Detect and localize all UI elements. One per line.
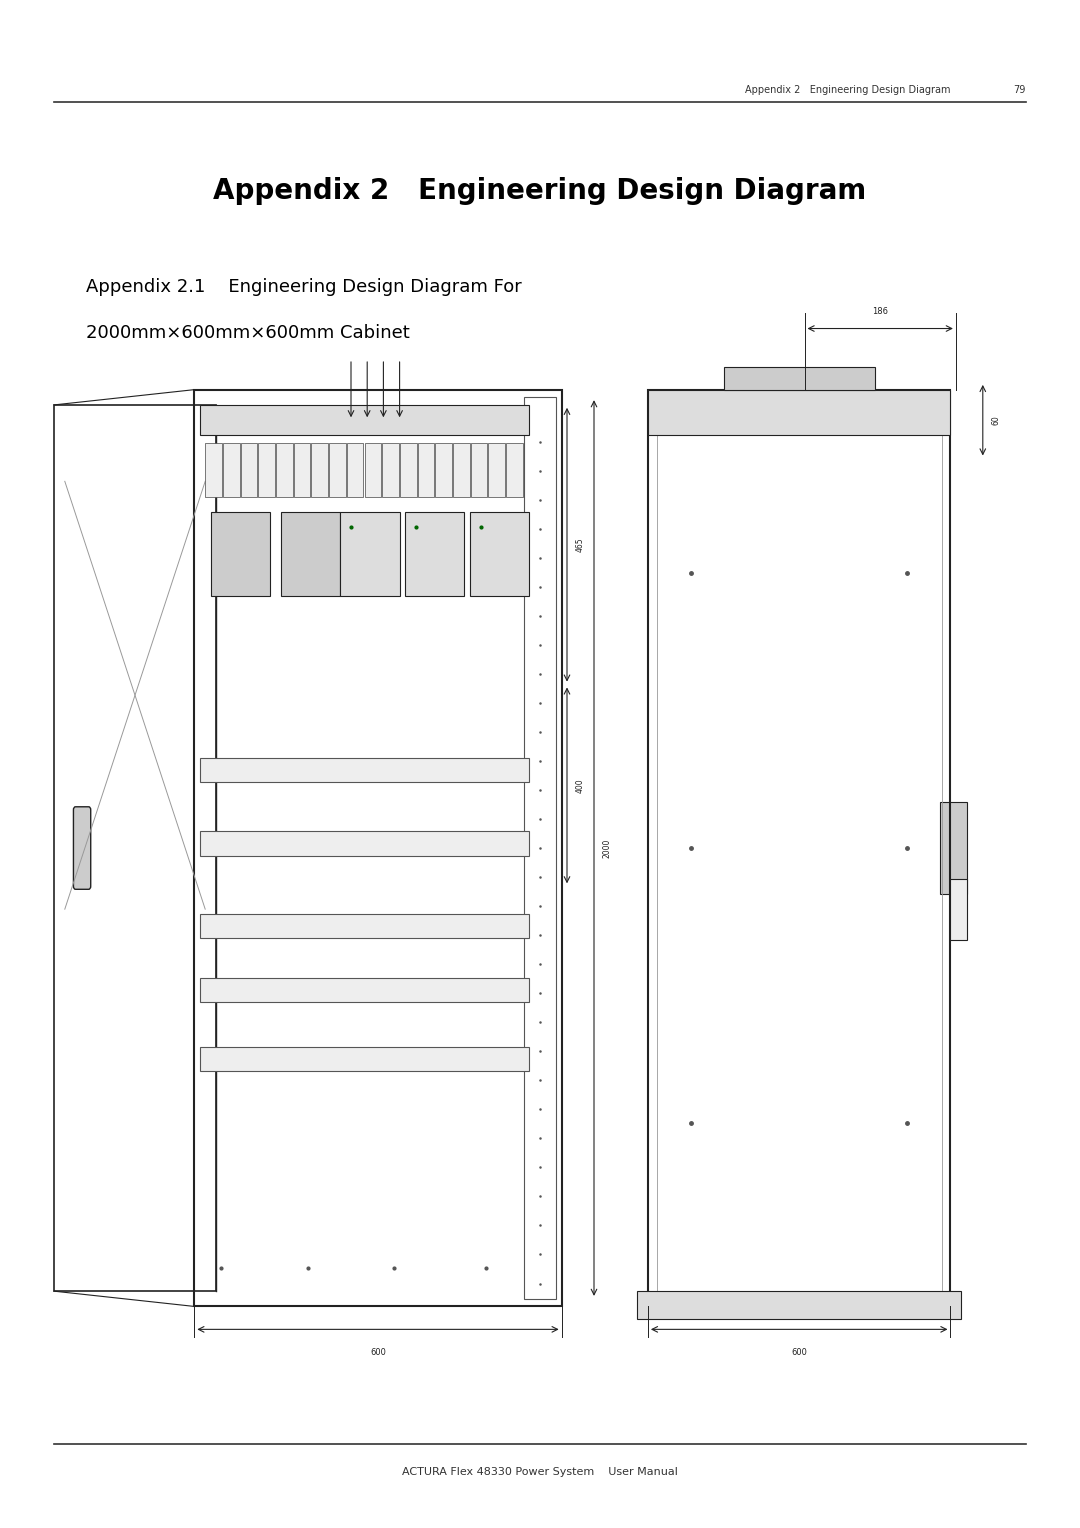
Bar (657, 402, 942, 1294)
Text: 60: 60 (991, 416, 1000, 425)
Circle shape (303, 544, 318, 564)
Bar (340, 512, 400, 596)
Bar (222, 443, 240, 497)
Bar (329, 443, 346, 497)
Text: 400: 400 (576, 778, 584, 793)
Bar (488, 443, 505, 497)
Bar (648, 390, 950, 1306)
FancyBboxPatch shape (73, 807, 91, 889)
Bar (281, 512, 340, 596)
Bar (648, 390, 950, 435)
Bar (294, 443, 310, 497)
Bar (194, 390, 562, 1306)
Text: 186: 186 (873, 307, 888, 316)
Text: ACTURA Flex 48330 Power System    User Manual: ACTURA Flex 48330 Power System User Manu… (402, 1467, 678, 1478)
Bar (418, 443, 434, 497)
Text: 2000: 2000 (603, 839, 611, 857)
Text: Appendix 2.1    Engineering Design Diagram For: Appendix 2.1 Engineering Design Diagram … (86, 278, 522, 296)
Bar (470, 512, 529, 596)
Bar (453, 443, 470, 497)
Bar (637, 1291, 961, 1319)
Text: Appendix 2   Engineering Design Diagram: Appendix 2 Engineering Design Diagram (214, 177, 866, 205)
Circle shape (233, 544, 247, 564)
Bar (200, 831, 529, 856)
Bar (200, 758, 529, 782)
Text: 79: 79 (1014, 84, 1026, 95)
Bar (471, 443, 487, 497)
Bar (200, 1047, 529, 1071)
Bar (211, 512, 270, 596)
Bar (200, 914, 529, 938)
Text: 465: 465 (576, 538, 584, 552)
Bar (940, 802, 967, 894)
Bar (200, 405, 529, 435)
Bar (276, 443, 293, 497)
Circle shape (288, 523, 333, 585)
Text: Appendix 2   Engineering Design Diagram: Appendix 2 Engineering Design Diagram (745, 84, 950, 95)
Bar (400, 443, 417, 497)
Bar (724, 367, 875, 390)
Bar (405, 512, 464, 596)
Bar (54, 405, 216, 1291)
Bar (205, 443, 221, 497)
Bar (950, 879, 967, 940)
Text: 600: 600 (792, 1348, 807, 1357)
Bar (311, 443, 328, 497)
Bar (365, 443, 381, 497)
Bar (435, 443, 451, 497)
Bar (382, 443, 399, 497)
Bar (241, 443, 257, 497)
Bar (258, 443, 275, 497)
Bar (507, 443, 523, 497)
Bar (347, 443, 363, 497)
Text: 2000mm×600mm×600mm Cabinet: 2000mm×600mm×600mm Cabinet (86, 324, 410, 342)
Bar (200, 978, 529, 1002)
Bar (524, 397, 556, 1299)
Text: 600: 600 (370, 1348, 386, 1357)
Circle shape (218, 523, 262, 585)
